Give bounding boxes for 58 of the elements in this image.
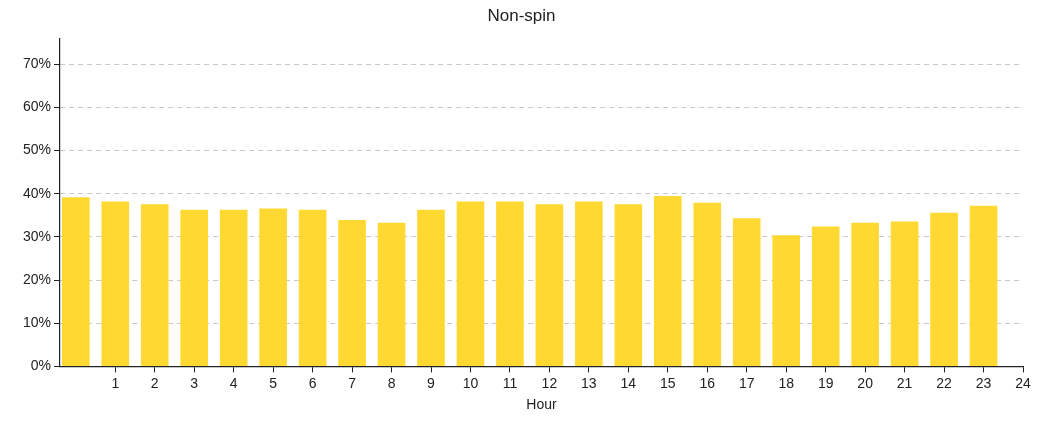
bar [693,202,722,366]
y-tick-label: 70% [22,55,52,72]
bar [180,209,209,366]
bar [811,226,840,366]
x-tick-label: 3 [190,374,199,391]
bar [298,209,327,366]
x-tick-label: 11 [502,374,518,391]
x-tick-label: 17 [738,374,755,391]
bar [890,221,919,366]
x-tick-label: 9 [427,374,436,391]
x-tick-label: 15 [660,374,676,391]
x-axis-title: Hour [526,396,558,413]
x-tick-label: 4 [229,374,238,391]
y-tick-label: 50% [22,141,52,158]
x-tick-label: 24 [1015,374,1031,391]
bar [377,222,406,366]
bar [338,220,366,366]
bar [930,212,958,366]
bar [417,209,445,366]
bar [456,201,485,366]
bar [259,208,287,366]
x-tick-label: 13 [581,374,597,391]
y-tick-label: 20% [22,270,52,287]
x-tick-label: 8 [387,374,396,391]
y-tick-label: 0% [30,357,52,374]
bar [535,204,564,366]
x-tick-label: 6 [308,374,317,391]
bar [851,222,879,366]
bar [61,197,90,366]
x-tick-label: 22 [936,374,953,391]
chart-title: Non-spin [487,5,556,25]
bar [772,235,801,366]
x-tick-label: 18 [778,374,795,391]
x-tick-label: 21 [896,374,913,391]
x-tick-label: 16 [699,374,716,391]
bar [140,204,169,366]
y-tick-label: 30% [22,227,52,244]
bar [575,201,603,366]
bar [614,204,643,366]
bar [101,201,130,366]
x-tick-label: 12 [541,374,558,391]
bar [219,209,248,366]
x-tick-label: 20 [857,374,874,391]
y-tick-label: 60% [22,98,52,115]
x-tick-label: 2 [150,374,159,391]
x-tick-label: 23 [975,374,992,391]
x-tick-label: 7 [348,374,357,391]
bar [653,195,682,366]
x-tick-label: 10 [462,374,479,391]
x-tick-label: 14 [620,374,637,391]
bar [969,205,998,366]
x-tick-label: 5 [269,374,278,391]
bar [732,218,761,366]
x-tick-label: 1 [111,374,120,391]
y-tick-label: 10% [22,314,52,331]
x-tick-label: 19 [817,374,834,391]
y-tick-label: 40% [22,184,52,201]
bar [496,201,524,366]
